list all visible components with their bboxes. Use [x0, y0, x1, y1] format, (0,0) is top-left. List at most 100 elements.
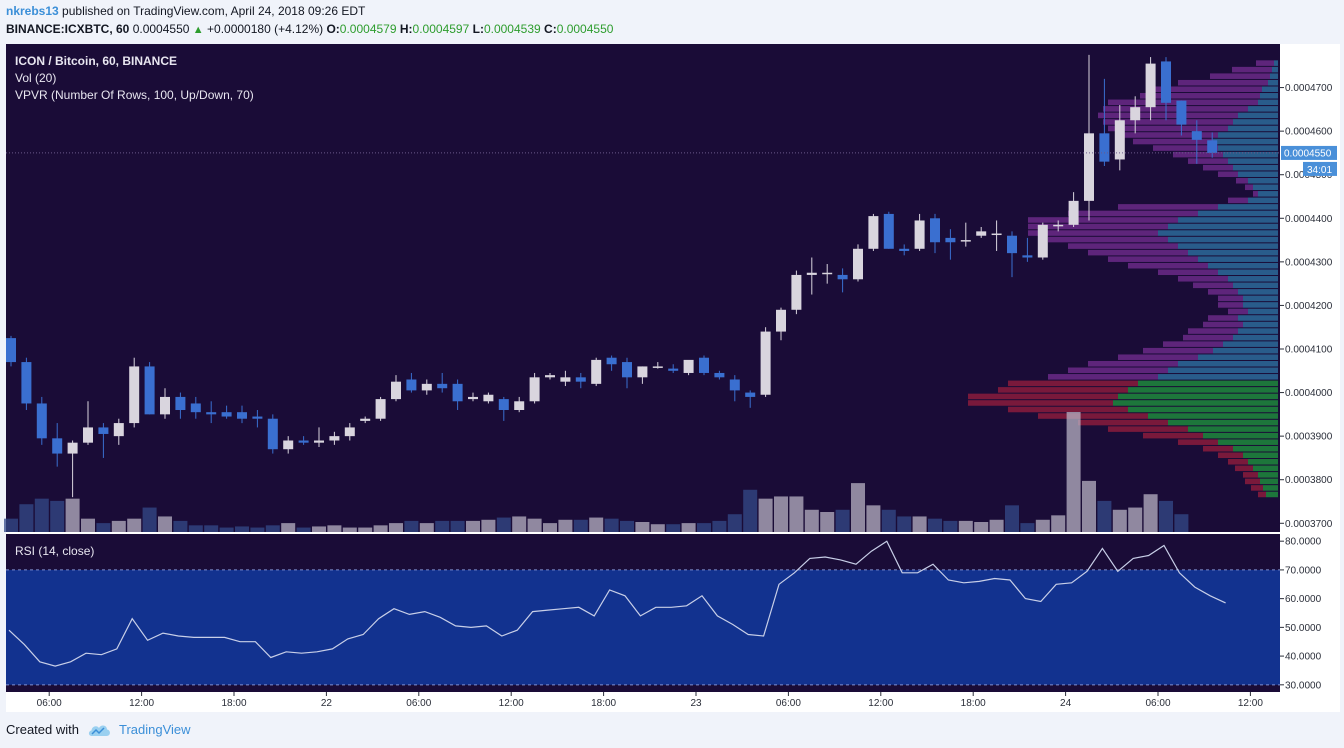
candle[interactable] [914, 213, 925, 251]
candle[interactable] [252, 410, 263, 428]
candle[interactable] [529, 372, 540, 404]
candle[interactable] [329, 431, 340, 445]
candle[interactable] [483, 392, 494, 404]
candle-body [729, 379, 740, 391]
candle[interactable] [221, 405, 232, 419]
candle[interactable] [21, 357, 32, 410]
candle[interactable] [699, 355, 709, 376]
candle[interactable] [1099, 78, 1110, 166]
candle[interactable] [1007, 231, 1017, 278]
candle-body [144, 366, 155, 415]
candle[interactable] [52, 423, 63, 467]
candle[interactable] [1176, 100, 1187, 136]
candle[interactable] [622, 357, 632, 389]
candle[interactable] [468, 392, 478, 402]
candle[interactable] [637, 366, 648, 384]
candle[interactable] [883, 211, 894, 249]
candle[interactable] [729, 375, 740, 402]
vpvr-up-bar [1188, 426, 1278, 432]
vpvr-down-bar [1048, 236, 1168, 243]
candle[interactable] [1145, 57, 1156, 121]
candle[interactable] [98, 423, 109, 458]
candle[interactable] [344, 423, 355, 441]
candle[interactable] [575, 372, 586, 389]
candle[interactable] [67, 440, 78, 498]
candle[interactable] [991, 220, 1002, 251]
candle[interactable] [1161, 57, 1171, 121]
candle[interactable] [452, 379, 463, 411]
time-axis[interactable] [6, 692, 1340, 712]
candle[interactable] [1053, 220, 1064, 232]
volume-bar [881, 509, 896, 532]
vpvr-legend[interactable]: VPVR (Number Of Rows, 100, Up/Down, 70) [15, 88, 254, 102]
candle[interactable] [391, 375, 401, 402]
candle[interactable] [113, 418, 124, 445]
volume-legend[interactable]: Vol (20) [15, 71, 56, 85]
candle[interactable] [360, 416, 371, 424]
candle[interactable] [298, 436, 309, 445]
candle[interactable] [560, 370, 571, 387]
candle[interactable] [760, 327, 771, 397]
candle[interactable] [6, 335, 16, 367]
candle[interactable] [144, 362, 155, 415]
vpvr-up-bar [1218, 145, 1278, 151]
author-link[interactable]: nkrebs13 [6, 4, 59, 18]
candle[interactable] [206, 401, 217, 424]
candle[interactable] [283, 436, 294, 454]
candle[interactable] [314, 427, 324, 448]
candle[interactable] [514, 396, 525, 413]
candle[interactable] [776, 307, 786, 341]
volume-bar [712, 520, 727, 532]
vpvr-down-bar [1048, 374, 1158, 380]
candle[interactable] [791, 270, 802, 315]
candle[interactable] [498, 396, 509, 421]
candle[interactable] [1207, 132, 1218, 158]
candle[interactable] [175, 392, 186, 419]
candle[interactable] [1037, 222, 1048, 260]
candle[interactable] [421, 379, 432, 395]
candle[interactable] [652, 362, 663, 369]
tradingview-link[interactable]: TradingView [118, 722, 191, 737]
candle[interactable] [668, 364, 679, 373]
candle[interactable] [930, 213, 940, 254]
symbol-label: BINANCE:ICXBTC, 60 [6, 22, 130, 36]
candle[interactable] [853, 244, 863, 282]
candle[interactable] [267, 414, 278, 454]
candle[interactable] [868, 213, 879, 251]
candle[interactable] [822, 264, 833, 284]
candle[interactable] [1022, 237, 1033, 262]
candle[interactable] [237, 405, 247, 424]
candle[interactable] [806, 257, 817, 295]
candle[interactable] [945, 229, 956, 260]
candle[interactable] [960, 222, 971, 247]
volume-bar [727, 514, 742, 532]
candle[interactable] [683, 359, 694, 376]
vpvr-down-bar [1256, 60, 1274, 66]
candle[interactable] [160, 388, 170, 419]
candle[interactable] [591, 357, 602, 387]
candle[interactable] [437, 372, 448, 393]
rsi-legend[interactable]: RSI (14, close) [15, 544, 94, 558]
candle[interactable] [406, 372, 417, 393]
candle[interactable] [83, 401, 93, 445]
candle[interactable] [1130, 96, 1141, 134]
candle[interactable] [1084, 54, 1094, 221]
candle[interactable] [36, 396, 47, 445]
candle[interactable] [837, 268, 848, 293]
candle-body [437, 383, 448, 389]
candle[interactable] [745, 390, 756, 408]
vpvr-down-bar [1008, 380, 1138, 387]
candle[interactable] [976, 227, 987, 238]
candle[interactable] [606, 355, 617, 371]
candle[interactable] [375, 396, 386, 421]
candle[interactable] [714, 370, 725, 380]
candle[interactable] [1068, 192, 1079, 227]
candle[interactable] [1114, 105, 1125, 171]
candle[interactable] [190, 396, 201, 419]
vpvr-down-bar [1218, 295, 1243, 302]
candle[interactable] [545, 372, 555, 380]
candle[interactable] [1191, 120, 1202, 164]
candle[interactable] [129, 357, 140, 428]
candle[interactable] [899, 244, 910, 256]
